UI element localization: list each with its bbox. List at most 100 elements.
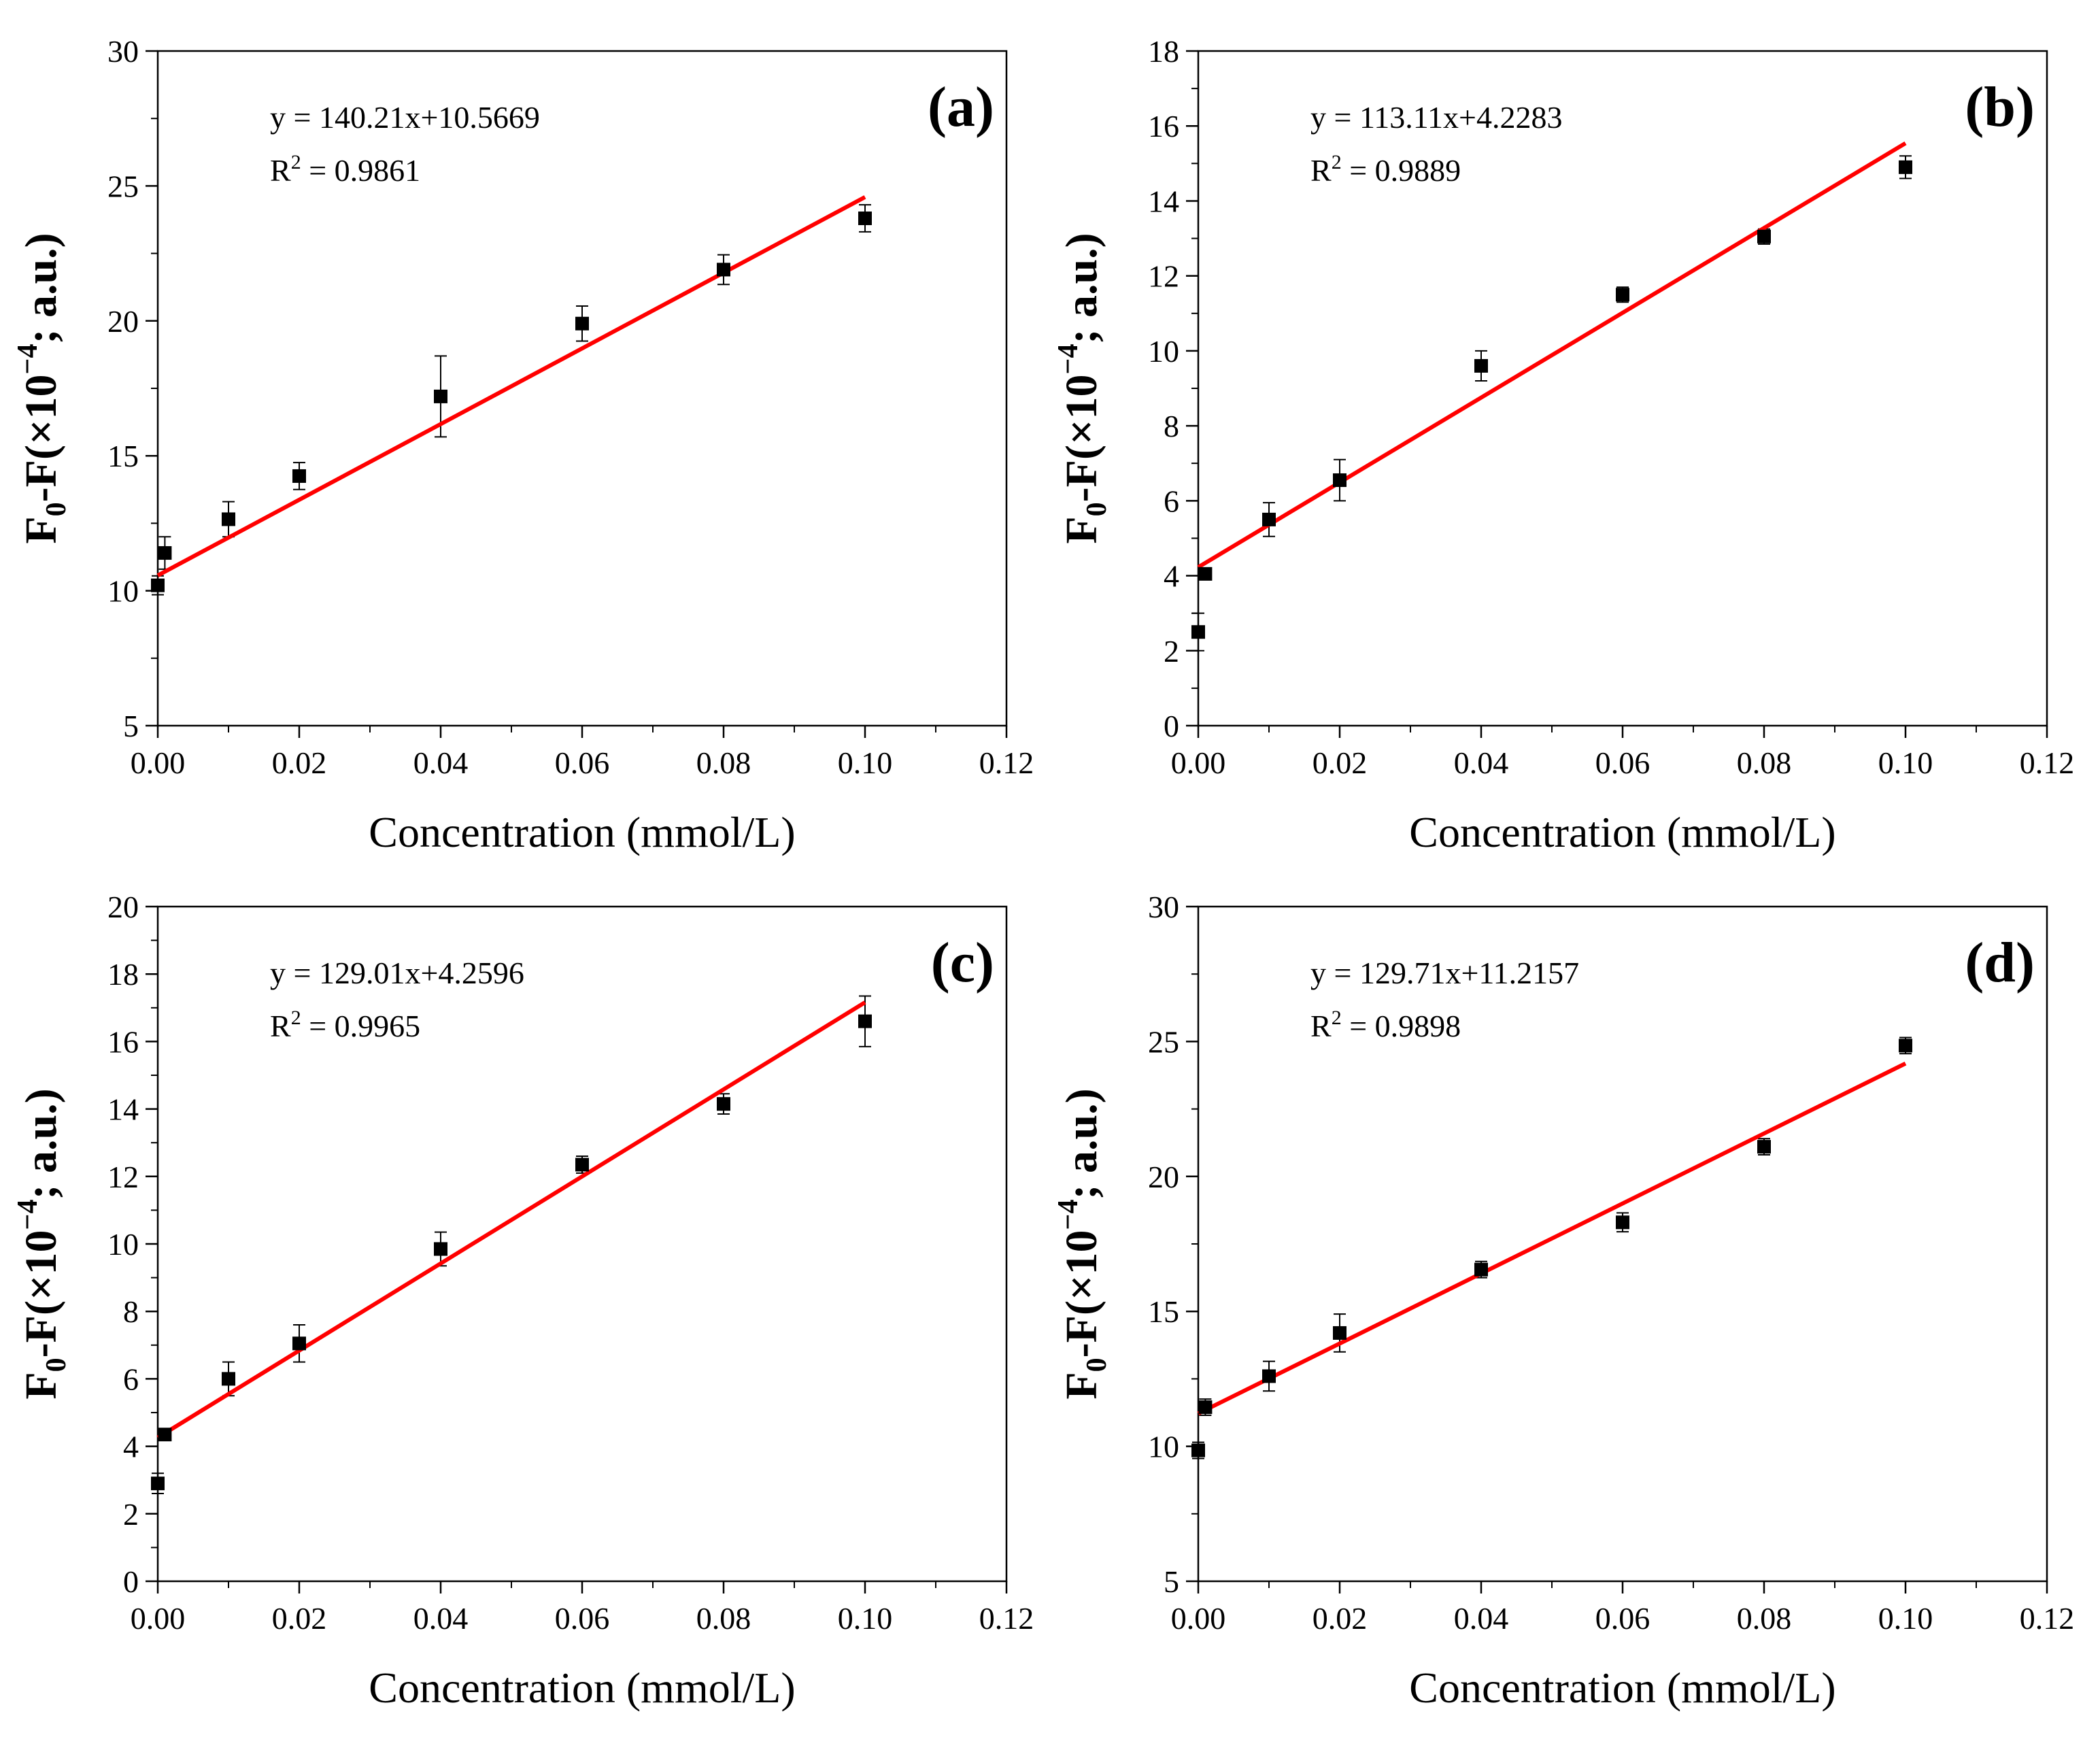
- data-point-d-3: [1333, 1326, 1347, 1340]
- y-tick-label-a-3: 20: [107, 304, 139, 339]
- y-axis-title-a: F0-F(×10−4; a.u.): [12, 233, 72, 543]
- y-tick-label-a-1: 10: [107, 574, 139, 609]
- y-tick-label-c-4: 8: [123, 1294, 139, 1329]
- chart-panel-b: 0.00 0.02 0.04 0.06 0.08 0.10 0.12 0 2 4 6 8 10 12 14 1…: [1053, 34, 2074, 856]
- data-point-a-6: [717, 263, 730, 277]
- data-point-b-1: [1198, 567, 1213, 581]
- data-point-c-7: [858, 1014, 872, 1028]
- data-point-d-5: [1616, 1215, 1629, 1230]
- data-point-a-2: [222, 512, 235, 526]
- r-squared-value-a: = 0.9861: [301, 153, 420, 188]
- y-axis-title-sup-d: −4: [1053, 1200, 1084, 1230]
- data-point-a-0: [151, 578, 165, 592]
- x-tick-label-d-3: 0.06: [1595, 1601, 1650, 1636]
- y-tick-label-d-1: 10: [1148, 1430, 1179, 1464]
- y-tick-label-c-5: 10: [107, 1227, 139, 1262]
- y-tick-label-d-3: 20: [1148, 1160, 1179, 1194]
- y-tick-label-c-9: 18: [107, 957, 139, 992]
- y-axis-title-sup-a: −4: [12, 344, 44, 375]
- x-tick-label-b-2: 0.04: [1454, 745, 1509, 780]
- r-squared-value-b: = 0.9889: [1342, 153, 1461, 188]
- y-axis-title-sup-c: −4: [12, 1200, 44, 1230]
- data-point-c-3: [292, 1336, 306, 1351]
- data-point-b-2: [1262, 512, 1276, 526]
- r-squared-value-c: = 0.9965: [301, 1009, 420, 1043]
- r-squared-sup-b: 2: [1332, 151, 1342, 173]
- y-axis-title-text-c: -F(×10: [16, 1230, 66, 1357]
- data-point-b-4: [1474, 358, 1488, 373]
- y-axis-title-unit-a: ; a.u.): [16, 233, 66, 343]
- data-point-b-0: [1191, 625, 1205, 639]
- x-axis-title-d: Concentration (mmol/L): [1409, 1664, 1835, 1712]
- x-tick-label-c-6: 0.12: [979, 1601, 1034, 1636]
- y-tick-label-c-3: 6: [123, 1362, 139, 1396]
- fit-line-c: [156, 1000, 866, 1440]
- r-squared-sup-a: 2: [291, 151, 301, 173]
- r-squared-sup-c: 2: [291, 1007, 301, 1029]
- fit-line-a: [156, 195, 866, 577]
- data-point-d-2: [1262, 1369, 1276, 1383]
- y-axis-title-base-b: F: [1057, 516, 1106, 543]
- data-point-a-3: [292, 469, 306, 483]
- y-axis-title-text-b: -F(×10: [1057, 374, 1106, 502]
- r-squared-c: R2 = 0.9965: [270, 1007, 420, 1043]
- x-tick-label-c-3: 0.06: [555, 1601, 610, 1636]
- data-point-c-1: [158, 1428, 172, 1442]
- data-point-c-2: [222, 1372, 235, 1386]
- data-point-a-4: [434, 389, 447, 403]
- y-axis-title-c: F0-F(×10−4; a.u.): [12, 1088, 72, 1399]
- x-tick-label-c-2: 0.04: [413, 1601, 469, 1636]
- y-tick-label-c-10: 20: [107, 890, 139, 924]
- chart-panel-d: 0.00 0.02 0.04 0.06 0.08 0.10 0.1251015202530C…: [1053, 890, 2074, 1712]
- panel-label-c: (c): [931, 931, 994, 994]
- equation-d: y = 129.71x+11.2157: [1310, 956, 1579, 990]
- y-tick-label-c-6: 12: [107, 1160, 139, 1194]
- y-tick-label-a-2: 15: [107, 439, 139, 473]
- data-point-c-5: [575, 1158, 589, 1172]
- x-tick-label-b-6: 0.12: [2020, 745, 2075, 780]
- data-point-c-4: [434, 1242, 447, 1256]
- r-squared-prefix-d: R: [1310, 1009, 1332, 1043]
- y-axis-title-unit-b: ; a.u.): [1057, 233, 1106, 343]
- data-point-d-1: [1198, 1400, 1213, 1415]
- y-tick-label-c-2: 4: [123, 1430, 139, 1464]
- y-tick-label-b-6: 12: [1148, 259, 1179, 294]
- x-tick-label-d-4: 0.08: [1737, 1601, 1792, 1636]
- y-axis-title-unit-d: ; a.u.): [1057, 1088, 1106, 1199]
- data-point-d-0: [1191, 1443, 1205, 1457]
- x-tick-label-c-0: 0.00: [131, 1601, 186, 1636]
- y-tick-label-d-2: 15: [1148, 1294, 1179, 1329]
- equation-a: y = 140.21x+10.5669: [270, 100, 540, 135]
- y-axis-title-d: F0-F(×10−4; a.u.): [1053, 1088, 1113, 1399]
- x-tick-label-a-2: 0.04: [413, 745, 469, 780]
- equation-b: y = 113.11x+4.2283: [1310, 100, 1562, 135]
- x-tick-label-b-0: 0.00: [1171, 745, 1226, 780]
- y-tick-label-c-7: 14: [107, 1092, 139, 1127]
- r-squared-d: R2 = 0.9898: [1310, 1007, 1461, 1043]
- y-axis-title-sup-b: −4: [1053, 344, 1084, 375]
- y-axis-title-sub-d: 0: [1081, 1357, 1113, 1372]
- x-tick-label-a-3: 0.06: [555, 745, 610, 780]
- data-point-d-6: [1757, 1140, 1771, 1154]
- y-tick-label-a-4: 25: [107, 169, 139, 203]
- y-tick-label-b-7: 14: [1148, 184, 1179, 218]
- y-axis-title-sub-a: 0: [41, 502, 72, 516]
- x-tick-label-d-0: 0.00: [1171, 1601, 1226, 1636]
- data-point-a-1: [158, 546, 172, 560]
- r-squared-prefix-a: R: [270, 153, 291, 188]
- y-tick-label-c-8: 16: [107, 1024, 139, 1059]
- r-squared-prefix-c: R: [270, 1009, 291, 1043]
- y-tick-label-a-5: 30: [107, 34, 139, 69]
- r-squared-prefix-b: R: [1310, 153, 1332, 188]
- y-axis-title-base-c: F: [16, 1372, 66, 1399]
- data-point-b-6: [1757, 229, 1771, 243]
- x-tick-label-d-5: 0.10: [1878, 1601, 1933, 1636]
- y-tick-label-b-8: 16: [1148, 109, 1179, 144]
- panel-label-b: (b): [1965, 75, 2035, 139]
- y-tick-label-b-1: 2: [1164, 634, 1179, 669]
- x-axis-title-a: Concentration (mmol/L): [369, 808, 795, 856]
- data-point-d-4: [1474, 1262, 1488, 1277]
- x-tick-label-a-1: 0.02: [272, 745, 327, 780]
